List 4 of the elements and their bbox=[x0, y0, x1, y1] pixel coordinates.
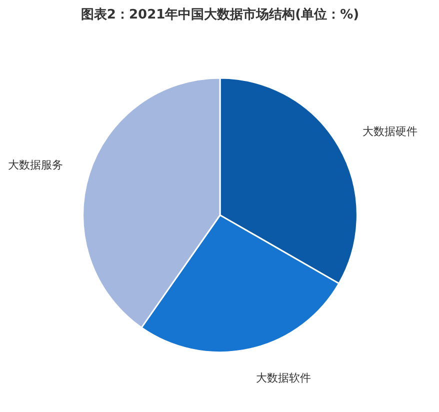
slice-label: 大数据硬件 bbox=[362, 125, 418, 138]
chart-title: 图表2：2021年中国大数据市场结构(单位：%) bbox=[80, 6, 360, 22]
slice-label: 大数据服务 bbox=[8, 158, 63, 172]
slice-label: 大数据软件 bbox=[256, 371, 311, 384]
